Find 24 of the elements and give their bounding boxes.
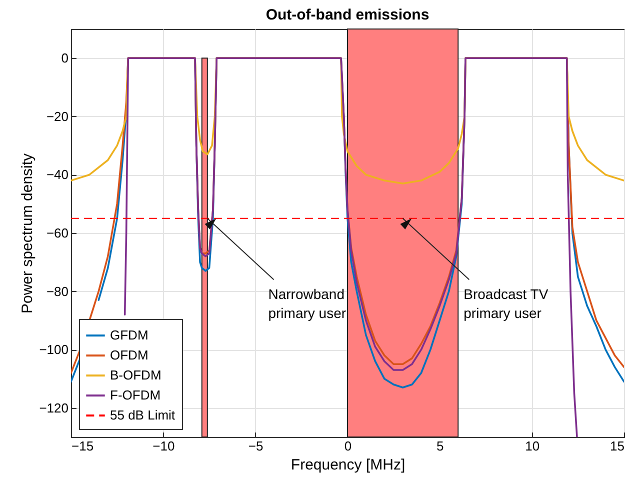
chart-title: Out-of-band emissions [266, 6, 430, 24]
legend-label: F-OFDM [110, 388, 161, 402]
y-axis-title: Power spectrum density [19, 152, 36, 314]
x-tick-label: −10 [152, 438, 175, 454]
x-tick-label: −15 [72, 438, 94, 454]
annotation: Broadcast TV primary user [464, 286, 549, 321]
x-tick-label: 0 [344, 438, 352, 454]
y-tick-label: −80 [46, 284, 68, 299]
y-tick-label: −40 [46, 167, 68, 182]
annotation: Narrowband primary user [268, 286, 346, 321]
y-tick-label: −20 [46, 108, 68, 124]
y-tick-label: −100 [39, 342, 68, 358]
x-tick-label: 15 [610, 438, 624, 454]
legend-label: GFDM [110, 328, 148, 342]
x-tick-label: −5 [248, 438, 264, 454]
legend-label: B-OFDM [110, 368, 162, 382]
x-tick-label: 10 [525, 438, 540, 454]
x-tick-label: 5 [436, 438, 444, 454]
y-tick-label: −120 [39, 400, 68, 416]
y-tick-label: 0 [61, 50, 68, 66]
y-tick-label: −60 [46, 226, 68, 240]
legend-label: 55 dB Limit [110, 408, 176, 422]
x-axis-title: Frequency [MHz] [290, 456, 406, 474]
legend-label: OFDM [110, 348, 148, 362]
